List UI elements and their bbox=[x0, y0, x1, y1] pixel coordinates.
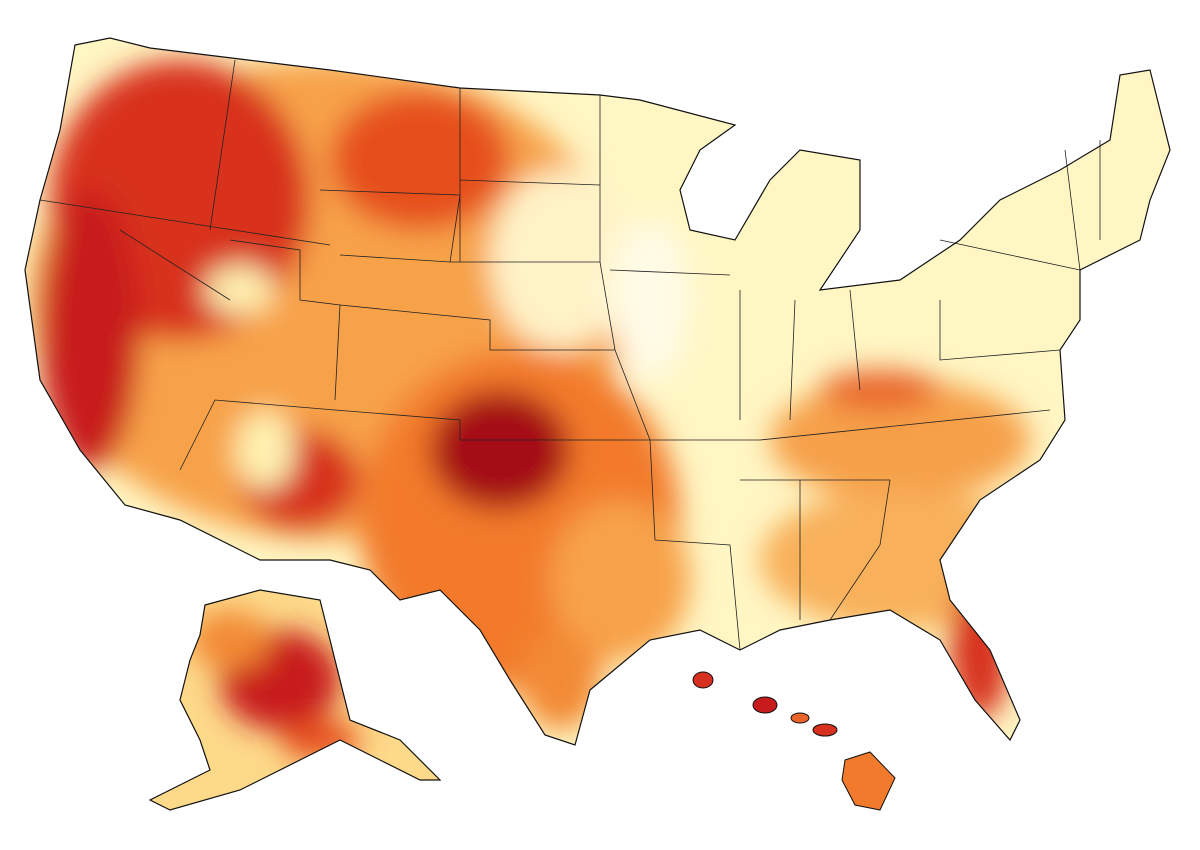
hawaii bbox=[692, 671, 896, 811]
conus-outline bbox=[24, 37, 1171, 746]
alaska-heat bbox=[150, 590, 440, 810]
alaska-outline bbox=[148, 589, 442, 811]
state-borders bbox=[39, 59, 1101, 651]
